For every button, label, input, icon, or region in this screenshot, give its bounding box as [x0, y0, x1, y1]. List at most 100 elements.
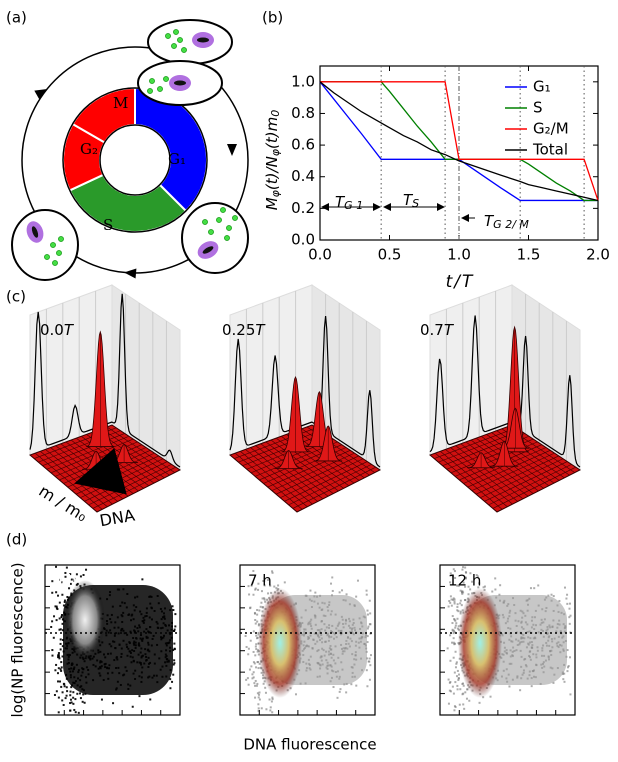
event — [53, 615, 56, 618]
event — [257, 709, 260, 712]
event — [257, 707, 260, 710]
event — [269, 706, 272, 709]
label-part: T — [444, 321, 455, 339]
event — [464, 577, 467, 580]
event — [256, 682, 259, 685]
event — [494, 588, 497, 591]
event — [257, 649, 260, 652]
event — [448, 600, 451, 603]
event — [254, 654, 257, 657]
event — [257, 588, 260, 591]
event — [56, 672, 59, 675]
event — [446, 647, 449, 650]
cycle-arrowhead — [227, 144, 237, 156]
floor-grid — [480, 458, 564, 499]
panel-label: (c) — [6, 288, 26, 306]
event — [61, 699, 64, 702]
annotation-part: G 1 — [344, 199, 363, 212]
event — [173, 642, 176, 645]
event — [459, 610, 462, 613]
event — [563, 586, 566, 589]
event — [59, 642, 62, 645]
event — [58, 617, 61, 620]
phase-label: S — [103, 216, 113, 234]
event — [60, 661, 63, 664]
event — [265, 708, 268, 711]
event — [366, 657, 369, 660]
event — [53, 693, 56, 696]
nanoparticle — [52, 260, 58, 266]
nanoparticle — [50, 242, 56, 248]
event — [54, 605, 57, 608]
nanoparticle — [58, 236, 64, 242]
event — [462, 703, 465, 706]
event — [172, 663, 175, 666]
event — [85, 568, 88, 571]
event — [457, 610, 460, 613]
y-tick-label: 0.6 — [291, 136, 315, 154]
time-label: 0.0T — [40, 321, 75, 339]
label-part: T — [462, 272, 474, 292]
event — [257, 624, 260, 627]
floor-grid — [250, 447, 318, 502]
event — [81, 700, 84, 703]
event — [258, 662, 261, 665]
event — [447, 678, 450, 681]
time-label: 0 h — [53, 572, 77, 590]
event — [61, 691, 64, 694]
event — [345, 691, 348, 694]
event — [50, 625, 53, 628]
event — [452, 637, 455, 640]
y-axis-label: log(NP fluorescence) — [9, 562, 27, 717]
event — [449, 595, 452, 598]
event — [464, 566, 467, 569]
event — [309, 589, 312, 592]
panel-label: (d) — [6, 531, 27, 549]
event — [483, 585, 486, 588]
phase-label: G₂ — [80, 140, 98, 158]
event — [252, 676, 255, 679]
event — [250, 584, 253, 587]
event — [64, 575, 67, 578]
event — [69, 573, 72, 576]
event — [448, 681, 451, 684]
event — [366, 685, 369, 688]
event — [254, 684, 257, 687]
event — [250, 665, 253, 668]
floor-grid — [445, 449, 513, 505]
event — [457, 625, 460, 628]
event — [454, 624, 457, 627]
event — [257, 667, 260, 670]
nanoparticle — [149, 78, 155, 84]
event — [57, 696, 60, 699]
event — [460, 591, 463, 594]
event — [451, 575, 454, 578]
event — [530, 685, 533, 688]
event — [255, 643, 258, 646]
panel-label: (b) — [262, 9, 283, 27]
event — [275, 587, 278, 590]
event — [253, 611, 256, 614]
event — [51, 649, 54, 652]
event — [244, 634, 247, 637]
annotation-part: T — [335, 193, 346, 211]
event — [461, 682, 464, 685]
event — [331, 589, 334, 592]
event — [365, 589, 368, 592]
event — [456, 617, 459, 620]
event — [256, 620, 259, 623]
event — [461, 693, 464, 696]
event — [252, 671, 255, 674]
x-tick-label: 2.0 — [586, 246, 610, 264]
panel-frame — [44, 564, 181, 716]
event — [141, 578, 144, 581]
event — [452, 598, 455, 601]
panel-frame — [439, 564, 576, 716]
event — [266, 578, 269, 581]
event — [172, 673, 175, 676]
event — [66, 690, 69, 693]
event — [456, 688, 459, 691]
event — [453, 600, 456, 603]
event — [563, 680, 566, 683]
event — [51, 591, 54, 594]
